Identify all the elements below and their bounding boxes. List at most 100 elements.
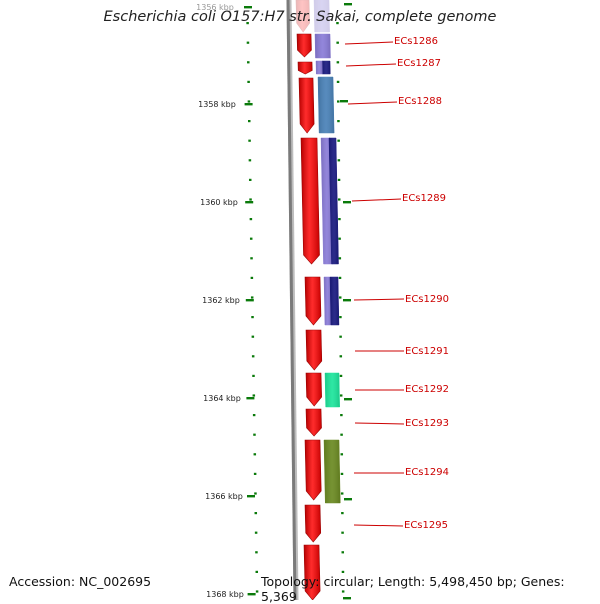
sequence-dot	[337, 178, 341, 181]
gene-label: ECs1289	[402, 193, 446, 204]
gene-label: ECs1287	[397, 58, 441, 69]
gene-label: ECs1295	[404, 520, 448, 531]
sequence-dot	[252, 394, 256, 397]
gene-label: ECs1292	[405, 384, 449, 395]
sequence-dot	[250, 276, 254, 279]
label-leader-line	[347, 101, 398, 105]
sequence-dot	[341, 531, 344, 534]
sequence-dot	[255, 570, 259, 573]
sequence-dot	[338, 296, 342, 299]
cog-gene-block	[321, 60, 331, 75]
sequence-dot	[254, 492, 257, 495]
gene-arrow-forward	[304, 439, 322, 501]
gene-label: ECs1294	[405, 467, 449, 478]
cog-gene-block	[314, 33, 331, 59]
gene-label: ECs1288	[398, 96, 442, 107]
forward-strand-track	[295, 0, 323, 600]
map-title: Escherichia coli O157:H7 str. Sakai, com…	[103, 9, 497, 25]
cog-gene-block	[323, 439, 341, 504]
scale-ticks: 1356 kbp 1358 kbp 1360 kbp 1362 kbp 1364 kbp…	[196, 3, 256, 599]
sequence-dot	[250, 296, 254, 299]
sequence-dot	[340, 414, 343, 417]
sequence-dot	[246, 41, 250, 44]
cog-gene-block	[315, 60, 323, 75]
sequence-dot	[251, 355, 255, 358]
gene-labels: ECs1286 ECs1287 ECs1288 ECs1289 ECs1290 ECs12…	[344, 36, 449, 531]
right-major-tick	[344, 498, 352, 501]
scale-major-tick	[245, 201, 254, 204]
scale-label: 1360 kbp	[200, 198, 238, 207]
gene-label: ECs1286	[394, 36, 438, 47]
gene-arrow-forward	[305, 372, 322, 407]
sequence-dot	[247, 80, 250, 83]
sequence-dot	[336, 61, 340, 64]
sequence-dot	[249, 218, 253, 221]
scale-label: 1364 kbp	[203, 394, 241, 403]
cog-gene-block	[329, 276, 340, 326]
sequence-dot	[336, 22, 339, 25]
label-leader-line	[353, 524, 404, 527]
sequence-dot	[341, 570, 345, 573]
scale-major-tick	[245, 299, 254, 302]
sequence-dot	[340, 453, 344, 456]
sequence-dot	[337, 159, 341, 162]
sequence-dot	[252, 374, 255, 377]
sequence-dot	[340, 492, 344, 495]
scale-label: 1366 kbp	[205, 492, 243, 501]
sequence-dot	[255, 551, 258, 554]
sequence-dots	[246, 3, 352, 600]
sequence-dot	[336, 80, 340, 83]
sequence-dot	[252, 414, 256, 417]
sequence-dot	[251, 335, 255, 338]
sequence-dot	[254, 512, 258, 515]
sequence-dot	[254, 531, 258, 534]
scale-major-tick	[244, 6, 252, 9]
gene-label: ECs1291	[405, 346, 449, 357]
sequence-dot	[255, 590, 259, 593]
gene-arrow-forward	[304, 504, 322, 543]
sequence-dot	[253, 472, 257, 475]
gene-label: ECs1293	[405, 418, 449, 429]
right-major-tick	[343, 597, 351, 600]
right-major-tick	[343, 201, 351, 204]
sequence-dot	[253, 433, 256, 436]
gene-arrow-forward	[297, 61, 313, 75]
right-major-tick	[344, 3, 352, 6]
gene-arrow-forward	[300, 137, 320, 265]
backbone-ring	[286, 0, 297, 600]
gene-arrow-forward	[305, 408, 322, 437]
sequence-dot	[339, 335, 342, 338]
sequence-dot	[338, 276, 342, 279]
gene-arrow-forward	[305, 329, 323, 371]
sequence-dot	[341, 551, 345, 554]
cog-gene-block	[324, 372, 340, 408]
scale-major-tick	[246, 397, 255, 400]
sequence-dot	[339, 355, 343, 358]
sequence-dot	[340, 433, 343, 436]
sequence-dot	[251, 316, 254, 319]
sequence-dot	[247, 61, 250, 64]
label-leader-line	[351, 198, 402, 202]
sequence-dot	[339, 374, 343, 377]
sequence-dot	[336, 41, 339, 44]
cog-gene-block	[328, 137, 339, 265]
sequence-dot	[250, 257, 253, 260]
label-leader-line	[345, 63, 397, 67]
gene-arrow-forward	[296, 33, 312, 58]
sequence-dot	[248, 120, 251, 123]
right-major-tick	[343, 299, 351, 302]
sequence-dot	[337, 100, 340, 103]
sequence-dot	[248, 178, 252, 181]
sequence-dot	[337, 198, 341, 201]
cog-colored-track	[313, 0, 341, 504]
gene-arrow-forward	[303, 544, 321, 600]
sequence-dot	[341, 512, 344, 515]
cog-gene-block	[317, 76, 335, 134]
gene-arrow-forward	[298, 77, 315, 134]
scale-major-tick	[247, 495, 255, 498]
scale-label: 1368 kbp	[206, 590, 244, 599]
scale-label: 1356 kbp	[196, 3, 234, 12]
sequence-dot	[338, 237, 341, 240]
label-leader-line	[354, 422, 405, 425]
sequence-dot	[247, 100, 251, 103]
